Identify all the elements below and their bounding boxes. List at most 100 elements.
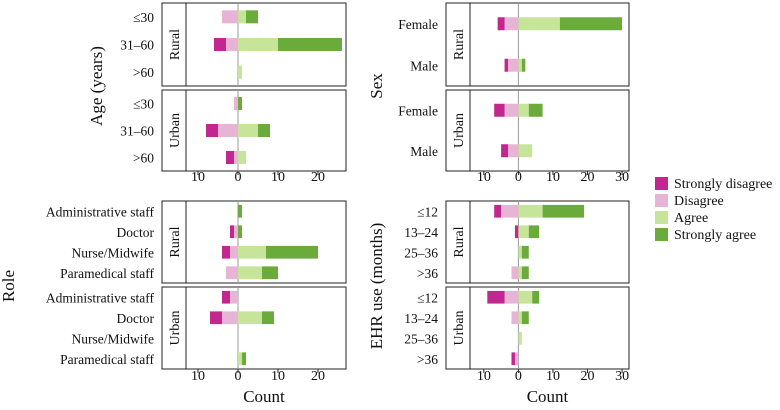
sex-rural-bar-d xyxy=(504,17,519,31)
role-category-label: Paramedical staff xyxy=(60,352,154,367)
legend-swatch-sd xyxy=(655,177,668,190)
role-urban-strip-label: Urban xyxy=(168,311,183,346)
ehr-rural-bar-sa xyxy=(528,225,540,239)
ehr-category-label: ≤12 xyxy=(417,204,438,219)
age-rural-bar-sd xyxy=(214,38,226,51)
sex-rural-bar-sd xyxy=(497,17,505,31)
sex-rural-bar-sa xyxy=(521,58,526,72)
sex-rural-strip-label: Rural xyxy=(452,29,467,60)
age-rural-strip-label: Rural xyxy=(168,29,183,60)
legend-label-sd: Strongly disagree xyxy=(674,177,772,192)
age-x-tick-label: 0 xyxy=(235,170,242,185)
sex-category-label: Female xyxy=(398,103,438,118)
ehr-rural-bar-a xyxy=(518,225,529,239)
role-y-axis-title: Role xyxy=(0,270,18,302)
sex-urban-bar-sa xyxy=(528,103,543,117)
ehr-rural-bar-d xyxy=(511,266,519,280)
ehr-rural-bar-sa xyxy=(542,204,585,218)
ehr-category-label: ≤12 xyxy=(417,290,438,305)
role-category-label: Nurse/Midwife xyxy=(72,331,154,346)
role-urban-bar-sd xyxy=(210,311,222,325)
sex-urban-bar-d xyxy=(508,144,519,158)
sex-urban-bar-sd xyxy=(501,144,509,158)
age-x-tick-label: 20 xyxy=(311,170,325,185)
sex-urban-bar-a xyxy=(518,103,529,117)
legend-swatch-a xyxy=(655,211,668,224)
age-category-label: ≤30 xyxy=(133,10,154,25)
age-rural-bar-a xyxy=(238,65,242,79)
role-rural-bar-a xyxy=(238,245,266,259)
sex-x-tick-label: 10 xyxy=(477,170,491,185)
sex-y-axis-title: Sex xyxy=(367,73,386,99)
sex-category-label: Female xyxy=(398,17,438,32)
sex-urban-bar-d xyxy=(504,103,519,117)
sex-rural-bar-sd xyxy=(504,58,509,72)
role-category-label: Administrative staff xyxy=(46,290,155,305)
role-urban-bar-sa xyxy=(262,311,274,325)
age-rural-panel-frame xyxy=(161,2,347,87)
age-urban-bar-sa xyxy=(238,97,242,110)
role-x-axis-title: Count xyxy=(243,387,285,406)
role-urban-bar-sa xyxy=(242,352,246,366)
ehr-category-label: >36 xyxy=(417,266,438,281)
ehr-x-axis-title: Count xyxy=(527,387,569,406)
age-category-label: 31–60 xyxy=(120,124,154,139)
ehr-rural-panel-frame xyxy=(445,200,630,284)
sex-rural-panel-frame xyxy=(445,2,630,87)
ehr-urban-bar-a xyxy=(518,311,522,325)
sex-x-tick-label: 30 xyxy=(615,170,629,185)
ehr-x-tick-label: 20 xyxy=(581,369,595,384)
sex-rural-bar-a xyxy=(518,58,522,72)
age-urban-bar-sd xyxy=(226,151,234,164)
ehr-urban-strip-label: Urban xyxy=(452,311,467,346)
sex-rural-bar-a xyxy=(518,17,560,31)
legend-swatch-d xyxy=(655,194,668,207)
role-rural-bar-a xyxy=(238,266,262,280)
age-x-tick-label: 10 xyxy=(271,170,285,185)
role-rural-bar-sa xyxy=(238,204,242,218)
sex-rural-bar-sa xyxy=(559,17,623,31)
age-rural-bar-sa xyxy=(246,10,258,24)
legend-label-d: Disagree xyxy=(674,194,724,209)
age-urban-bar-a xyxy=(238,151,246,164)
age-category-label: >60 xyxy=(133,65,154,80)
role-urban-bar-a xyxy=(238,352,242,366)
ehr-urban-bar-sa xyxy=(532,290,540,304)
role-category-label: Administrative staff xyxy=(46,204,155,219)
role-rural-bar-sa xyxy=(266,245,318,259)
role-category-label: Doctor xyxy=(117,225,155,240)
sex-urban-bar-a xyxy=(518,144,533,158)
ehr-x-tick-label: 0 xyxy=(515,369,522,384)
legend-swatch-sa xyxy=(655,228,668,241)
role-urban-bar-sd xyxy=(222,290,230,304)
role-rural-bar-d xyxy=(230,245,238,259)
ehr-rural-strip-label: Rural xyxy=(452,226,467,257)
ehr-rural-bar-a xyxy=(518,204,543,218)
role-rural-bar-sd xyxy=(230,225,234,239)
role-rural-bar-sa xyxy=(262,266,278,280)
role-category-label: Paramedical staff xyxy=(60,266,154,281)
ehr-category-label: 13–24 xyxy=(404,311,438,326)
age-rural-bar-d xyxy=(226,38,238,51)
ehr-rural-bar-sd xyxy=(514,225,519,239)
age-urban-bar-d xyxy=(234,97,238,110)
sex-x-tick-label: 20 xyxy=(581,170,595,185)
role-x-tick-label: 20 xyxy=(311,369,325,384)
role-rural-bar-sa xyxy=(238,225,242,239)
sex-category-label: Male xyxy=(410,144,438,159)
ehr-rural-bar-sa xyxy=(521,245,529,259)
age-urban-bar-d xyxy=(218,124,238,137)
ehr-x-tick-label: 30 xyxy=(615,369,629,384)
ehr-rural-bar-a xyxy=(518,245,522,259)
role-category-label: Nurse/Midwife xyxy=(72,245,154,260)
ehr-urban-panel-frame xyxy=(445,286,630,370)
age-urban-bar-d xyxy=(234,151,238,164)
age-rural-bar-a xyxy=(238,38,278,51)
role-rural-bar-sd xyxy=(222,245,230,259)
ehr-rural-bar-a xyxy=(518,266,522,280)
age-x-tick-label: 10 xyxy=(191,170,205,185)
role-urban-bar-a xyxy=(238,311,262,325)
ehr-x-tick-label: 10 xyxy=(546,369,560,384)
ehr-category-label: 25–36 xyxy=(404,245,438,260)
